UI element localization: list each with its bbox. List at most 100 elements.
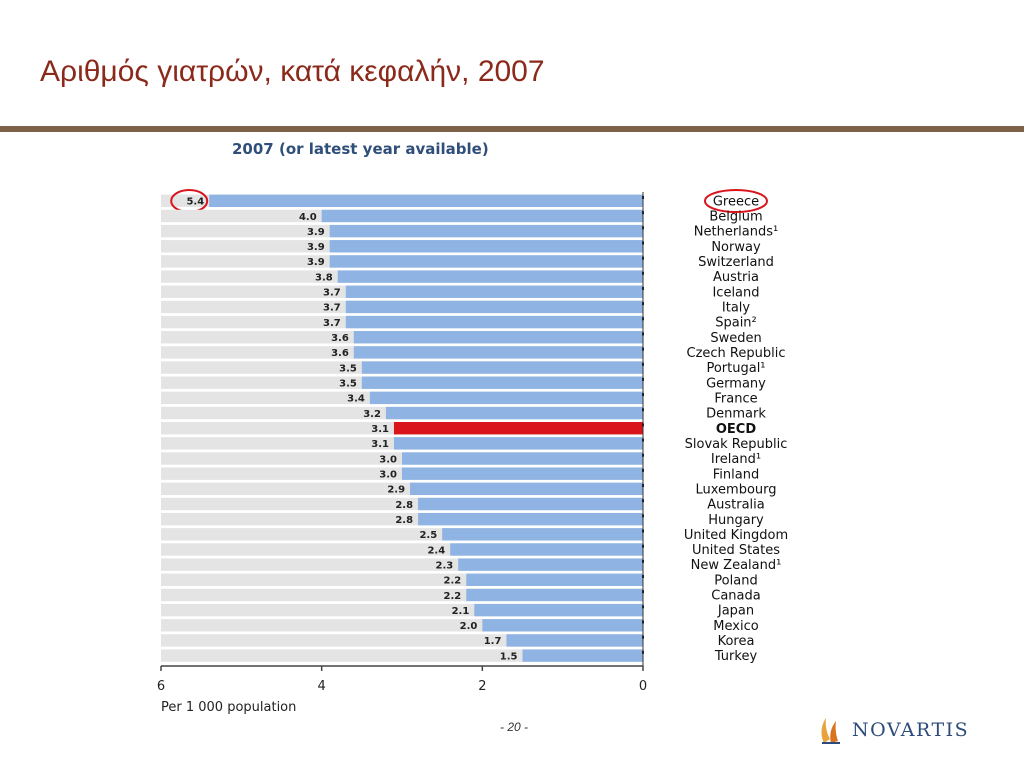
bar-value-label: 3.6 <box>331 348 349 359</box>
bar <box>385 406 643 420</box>
category-label: Denmark <box>706 407 766 422</box>
bar <box>466 573 643 586</box>
bar <box>418 497 643 511</box>
bar-value-label: 3.2 <box>363 409 381 420</box>
category-label: Belgium <box>709 210 762 225</box>
category-label: Switzerland <box>698 255 774 270</box>
bar <box>337 270 643 283</box>
bar <box>321 209 643 223</box>
bar <box>345 300 643 314</box>
category-label: Luxembourg <box>695 482 776 497</box>
bar-value-label: 2.1 <box>452 606 470 617</box>
bar-value-label: 3.7 <box>323 318 341 329</box>
category-label: Czech Republic <box>687 346 786 361</box>
category-label: Korea <box>718 634 755 649</box>
bar-value-label: 2.5 <box>419 530 437 541</box>
bar <box>442 528 643 541</box>
category-label: Sweden <box>710 331 761 346</box>
slide-title: Αριθμός γιατρών, κατά κεφαλήν, 2007 <box>40 55 545 88</box>
bar <box>522 649 643 662</box>
category-circle-annotation <box>704 189 768 213</box>
bar <box>353 346 643 359</box>
category-label: Italy <box>722 301 751 316</box>
category-label: Japan <box>717 604 754 619</box>
bar <box>329 255 643 268</box>
x-tick-label: 2 <box>478 679 486 694</box>
category-label: United States <box>692 543 780 558</box>
bar-value-label: 4.0 <box>299 212 317 223</box>
category-label: Greece <box>713 194 759 209</box>
category-label: Canada <box>711 589 760 604</box>
category-label: Norway <box>711 240 761 255</box>
chart-title: 2007 (or latest year available) <box>232 140 489 158</box>
bar-value-label: 3.0 <box>379 469 397 480</box>
bar-value-label: 3.9 <box>307 227 325 238</box>
bar <box>353 331 643 344</box>
category-label: Poland <box>714 573 757 588</box>
bar-value-label: 1.5 <box>500 651 518 662</box>
category-label: United Kingdom <box>684 528 788 543</box>
bar-value-label: 3.7 <box>323 303 341 314</box>
category-label: OECD <box>716 422 756 437</box>
title-divider <box>0 126 1024 132</box>
x-tick-label: 4 <box>318 679 326 694</box>
page-number: - 20 - <box>500 720 529 734</box>
category-label: Ireland¹ <box>711 452 761 467</box>
bar-value-label: 1.7 <box>484 636 502 647</box>
bar-value-label: 5.4 <box>186 197 204 208</box>
category-label: Australia <box>707 498 765 513</box>
bar <box>506 634 643 647</box>
category-label: New Zealand¹ <box>691 558 782 573</box>
category-label: Portugal¹ <box>706 361 765 376</box>
bar-value-label: 3.9 <box>307 242 325 253</box>
bar <box>410 482 643 496</box>
bar-value-label: 3.1 <box>371 439 389 450</box>
bar <box>369 391 643 405</box>
bar <box>345 315 643 329</box>
bar <box>329 240 643 253</box>
bar <box>361 361 643 374</box>
novartis-logo: NOVARTIS <box>818 712 969 748</box>
category-label: Germany <box>706 376 766 391</box>
bar-value-label: 2.8 <box>395 515 413 526</box>
bar <box>361 376 643 389</box>
bar-value-label: 2.2 <box>444 576 462 587</box>
bar-value-label: 3.0 <box>379 454 397 465</box>
bar-value-label: 2.8 <box>395 500 413 511</box>
bar <box>209 194 643 207</box>
category-label: Spain² <box>715 316 757 331</box>
bar-value-label: 2.0 <box>460 621 478 632</box>
bar <box>329 224 643 238</box>
bar <box>474 603 643 617</box>
bar-value-label: 3.1 <box>371 424 389 435</box>
bar-value-label: 3.9 <box>307 257 325 268</box>
bar-value-label: 2.9 <box>387 485 405 496</box>
bar <box>466 588 643 602</box>
bar <box>402 467 643 480</box>
bar-value-label: 2.3 <box>436 560 454 571</box>
bar <box>393 422 643 435</box>
bar-value-label: 3.5 <box>339 379 357 390</box>
category-label: Iceland <box>712 285 759 300</box>
bar <box>418 512 643 526</box>
bar-value-label: 2.2 <box>444 591 462 602</box>
category-label: Austria <box>713 270 759 285</box>
bar-value-label: 3.5 <box>339 363 357 374</box>
bar <box>482 619 643 632</box>
category-label: Slovak Republic <box>685 437 788 452</box>
bar-value-label: 2.4 <box>427 545 445 556</box>
category-label: Hungary <box>708 513 764 528</box>
logo-text: NOVARTIS <box>852 719 970 741</box>
bar-value-label: 3.8 <box>315 272 333 283</box>
bar <box>393 437 643 450</box>
category-label: France <box>714 391 757 406</box>
bar <box>458 558 643 571</box>
category-label: Turkey <box>714 649 758 664</box>
flame-icon <box>821 718 840 744</box>
bar-value-label: 3.7 <box>323 288 341 299</box>
category-label: Netherlands¹ <box>694 225 778 240</box>
x-axis-label: Per 1 000 population <box>161 700 296 715</box>
bar <box>402 452 643 465</box>
x-tick-label: 0 <box>639 679 647 694</box>
